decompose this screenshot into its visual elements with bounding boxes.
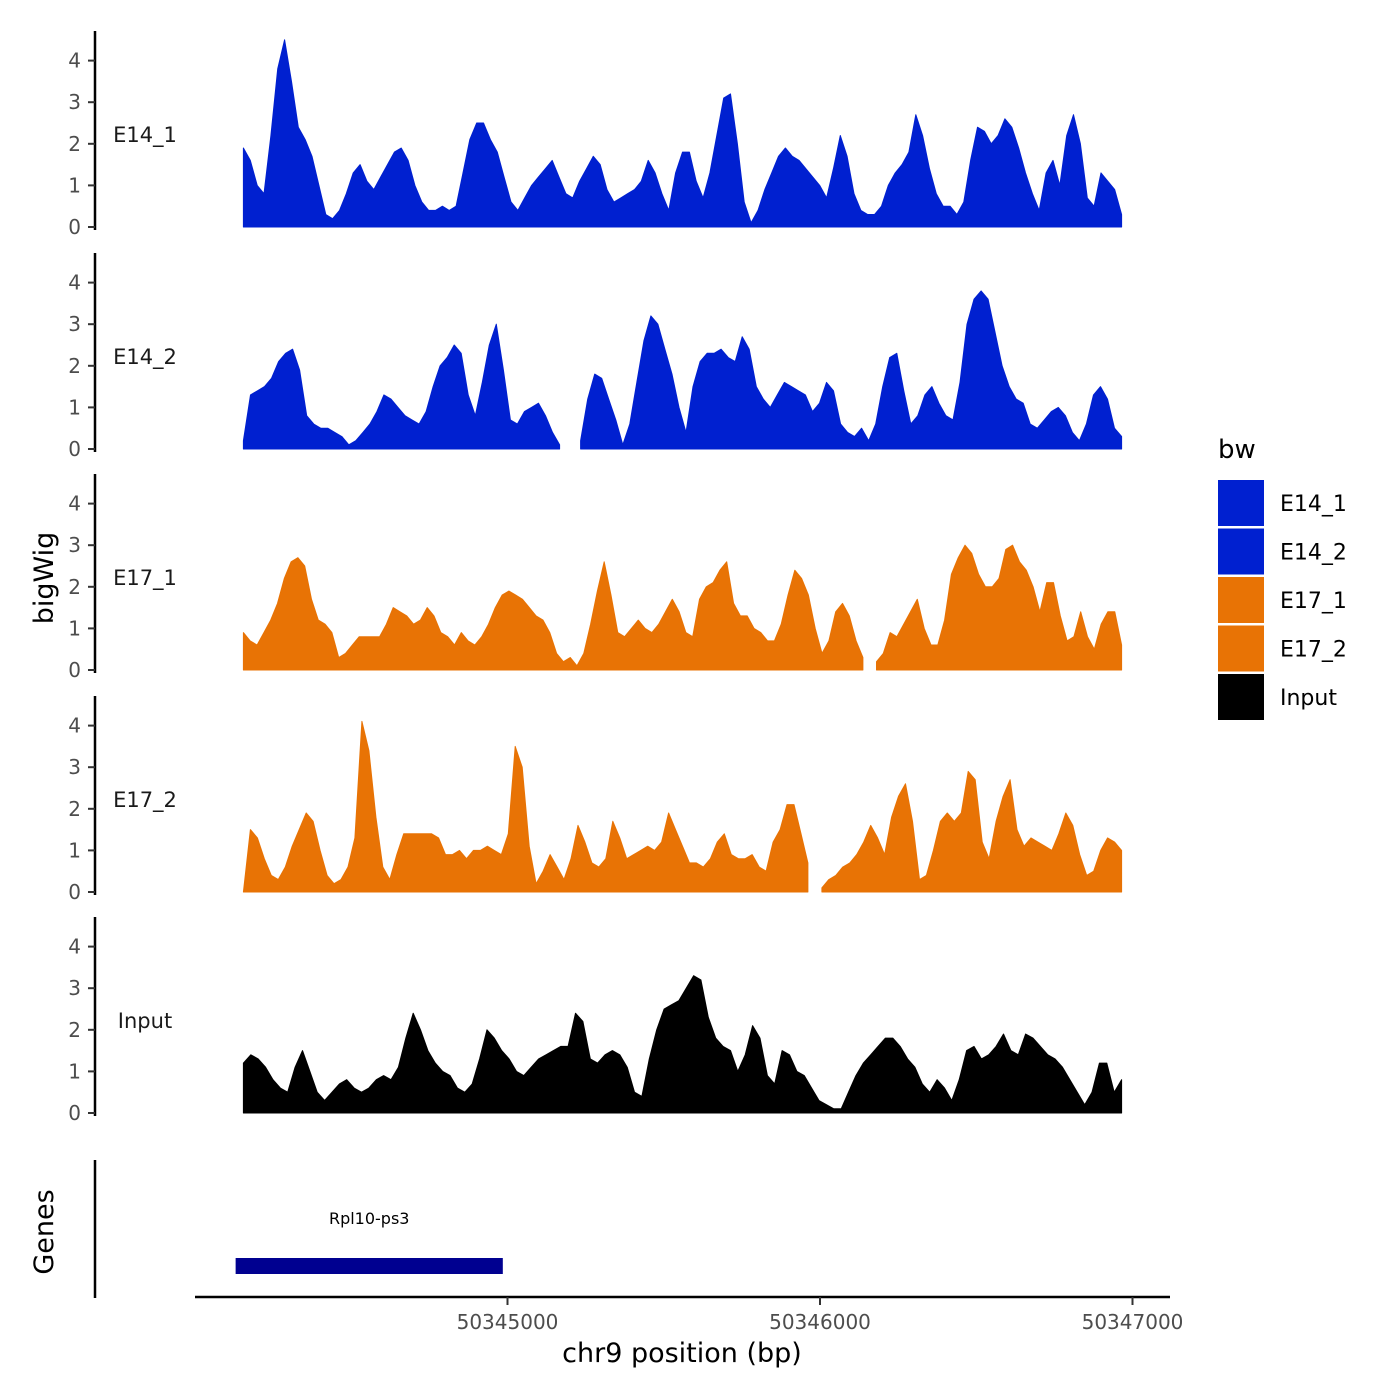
legend-item-e14-1: E14_1 [1218,480,1347,526]
signal-area [242,323,561,450]
y-tick-label: 2 [68,1018,81,1042]
y-tick-label: 2 [68,354,81,378]
y-tick-label: 0 [68,658,81,682]
legend-title: bw [1218,435,1256,465]
legend-item-e17-2: E17_2 [1218,625,1347,672]
track-e14-1: 0 1 2 3 4 E14_1 [68,31,1123,239]
y-tick-label: 3 [68,976,81,1000]
track-label: E17_1 [113,566,177,591]
y-tick-label: 4 [68,49,81,73]
x-tick-label: 50347000 [1082,1310,1184,1334]
legend-item-input: Input [1218,674,1337,720]
gene-panel: Rpl10-ps3 [93,1160,503,1298]
signal-area [821,770,1123,893]
legend-label: E14_2 [1280,541,1347,566]
legend-item-e17-1: E17_1 [1218,577,1347,623]
gene-bar [235,1258,503,1274]
legend-swatch [1218,625,1264,672]
signal-area [580,290,1123,450]
legend: E14_1 E14_2 E17_1 E17_2 Input [1218,480,1347,720]
y-tick-label: 0 [68,437,81,461]
signal-area [242,720,809,893]
legend-label: Input [1280,686,1337,711]
y-tick-label: 3 [68,755,81,779]
signal-area [242,557,864,671]
legend-label: E14_1 [1280,492,1347,517]
signal-tracks: 0 1 2 3 4 E14_1 0 1 2 3 4 E14_2 0 1 2 3 4 E17_1 0 1 2 3 4 E17_2… [68,31,1123,1125]
y-tick-label: 1 [68,395,81,419]
y-axis-title: bigWig [29,532,60,625]
genes-axis-title: Genes [29,1189,60,1274]
y-tick-label: 0 [68,1101,81,1125]
y-tick-label: 2 [68,575,81,599]
signal-area [242,975,1123,1114]
x-axis: 50345000 50346000 50347000 [195,1295,1184,1334]
track-label: E17_2 [113,788,177,813]
x-tick-label: 50346000 [769,1310,871,1334]
x-axis-title: chr9 position (bp) [562,1338,802,1369]
y-tick-label: 1 [68,616,81,640]
y-tick-label: 1 [68,1059,81,1083]
y-tick-label: 3 [68,533,81,557]
x-tick-label: 50345000 [457,1310,559,1334]
legend-label: E17_1 [1280,589,1347,614]
y-tick-label: 4 [68,935,81,959]
y-tick-label: 2 [68,132,81,156]
track-e17-1: 0 1 2 3 4 E17_1 [68,474,1123,682]
gene-label: Rpl10-ps3 [329,1209,410,1228]
signal-area [876,544,1123,671]
track-e14-2: 0 1 2 3 4 E14_2 [68,253,1123,461]
y-tick-label: 3 [68,312,81,336]
y-tick-label: 1 [68,838,81,862]
legend-swatch [1218,480,1264,526]
y-tick-label: 3 [68,90,81,114]
signal-area [242,39,1123,228]
legend-item-e14-2: E14_2 [1218,528,1347,575]
y-tick-label: 4 [68,271,81,295]
legend-swatch [1218,528,1264,575]
track-e17-2: 0 1 2 3 4 E17_2 [68,696,1123,904]
y-tick-label: 0 [68,215,81,239]
track-input: 0 1 2 3 4 Input [68,917,1123,1125]
y-tick-label: 1 [68,173,81,197]
y-tick-label: 4 [68,714,81,738]
y-tick-label: 2 [68,797,81,821]
y-tick-label: 4 [68,492,81,516]
legend-swatch [1218,577,1264,623]
legend-swatch [1218,674,1264,720]
y-tick-label: 0 [68,880,81,904]
legend-label: E17_2 [1280,638,1347,663]
track-label: E14_2 [113,345,177,370]
track-label: E14_1 [113,123,177,148]
track-label: Input [118,1009,172,1033]
